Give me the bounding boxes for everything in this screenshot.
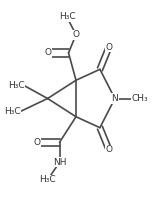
Text: NH: NH — [53, 158, 66, 167]
Text: N: N — [111, 94, 118, 103]
Text: H₃C: H₃C — [59, 12, 75, 21]
Text: H₃C: H₃C — [8, 81, 24, 90]
Text: H₃C: H₃C — [59, 13, 75, 22]
Text: O: O — [73, 30, 79, 39]
Text: O: O — [34, 138, 41, 147]
Text: H₃C: H₃C — [39, 175, 56, 184]
Text: O: O — [44, 48, 51, 57]
Text: CH₃: CH₃ — [131, 94, 148, 103]
Text: O: O — [105, 43, 112, 52]
Text: O: O — [105, 145, 112, 154]
Text: H₃C: H₃C — [4, 107, 21, 116]
